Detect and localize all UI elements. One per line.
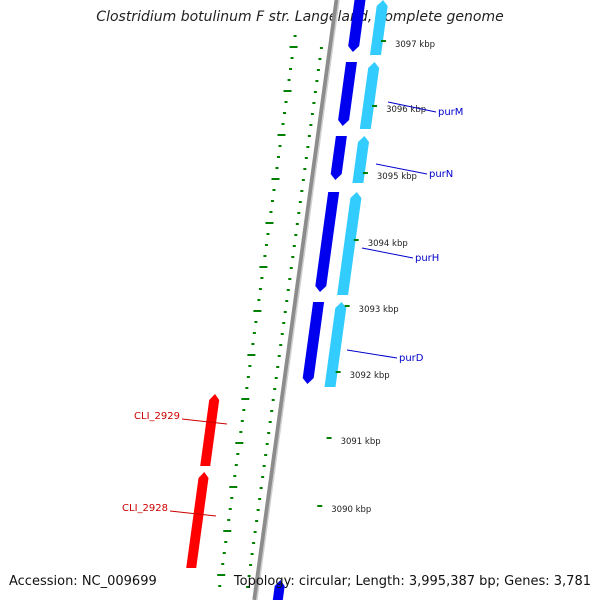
accession-text: Accession: NC_009699 — [9, 574, 157, 589]
gene-leader-line — [346, 349, 398, 359]
forward-cds-block — [302, 302, 325, 384]
genome-backbone — [252, 0, 340, 600]
map-title: Clostridium botulinum F str. Langeland, … — [96, 9, 504, 25]
kbp-tick-label: 3091 kbp — [341, 437, 381, 447]
forward-cds-light-block — [359, 62, 380, 129]
gene-leader-line — [375, 163, 428, 175]
forward-cds-block — [338, 62, 357, 126]
kbp-tick-label: 3095 kbp — [377, 172, 417, 182]
gene-leader-line — [361, 247, 414, 259]
forward-cds-light-block — [370, 0, 388, 55]
kbp-tick-label: 3090 kbp — [331, 505, 371, 515]
forward-cds-light-block — [352, 136, 369, 183]
kbp-scale: 3097 kbp 3096 kbp 3095 kbp 3094 kbp 3093 kbp… — [317, 40, 435, 515]
gene-label-purH: purH — [415, 253, 439, 264]
gene-track — [186, 0, 388, 600]
gene-label-purM: purM — [438, 107, 463, 118]
kbp-tick-label: 3097 kbp — [395, 40, 435, 50]
gene-leader-line — [169, 510, 217, 517]
forward-cds-block — [330, 136, 347, 180]
reverse-cds-block — [186, 472, 209, 568]
kbp-tick-label: 3093 kbp — [359, 305, 399, 315]
kbp-tick-label: 3096 kbp — [386, 105, 426, 115]
forward-cds-light-block — [324, 302, 347, 387]
gene-labels: purM purN purH purD CLI_2929 CLI_2928 — [122, 101, 463, 517]
gc-skew-track — [217, 35, 323, 588]
gene-leader-line — [181, 418, 228, 425]
gene-leader-line — [387, 101, 437, 113]
kbp-tick-label: 3094 kbp — [368, 239, 408, 249]
topology-text: Topology: circular; Length: 3,995,387 bp… — [233, 574, 591, 589]
reverse-cds-block — [200, 394, 220, 466]
backbone-highlight — [256, 0, 340, 600]
backbone-line — [252, 0, 340, 600]
forward-cds-block — [272, 580, 285, 600]
gene-label-purN: purN — [429, 169, 453, 180]
forward-cds-block — [348, 0, 366, 52]
forward-cds-light-block — [337, 192, 362, 295]
forward-cds-block — [315, 192, 340, 292]
gene-label-CLI_2928: CLI_2928 — [122, 503, 168, 514]
gene-label-purD: purD — [399, 353, 424, 364]
gene-label-CLI_2929: CLI_2929 — [134, 411, 180, 422]
kbp-tick-label: 3092 kbp — [350, 371, 390, 381]
